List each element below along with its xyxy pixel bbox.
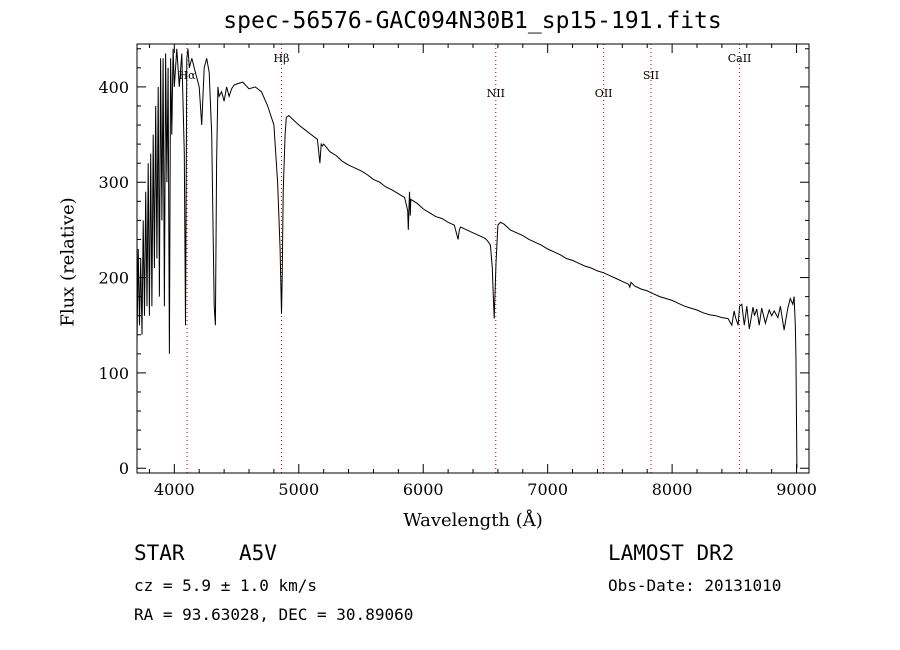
spectrum-line <box>136 48 798 469</box>
axis-ticks: 4000 5000 6000 7000 8000 9000 0 100 200 300 400 <box>98 44 817 499</box>
x-tick-label: 7000 <box>527 480 568 499</box>
x-tick-label: 4000 <box>154 480 195 499</box>
y-tick-label: 300 <box>98 173 129 192</box>
y-tick-label: 200 <box>98 269 129 288</box>
object-subclass: A5V <box>239 541 277 565</box>
line-marker-label: CaII <box>728 52 752 65</box>
line-marker-label: Hα <box>179 69 197 82</box>
line-marker-label: OII <box>595 87 613 100</box>
line-markers: Hα Hβ NII OII SII CaII <box>179 44 752 473</box>
line-marker-label: SII <box>643 69 659 82</box>
x-tick-label: 6000 <box>403 480 444 499</box>
redshift-cz: cz = 5.9 ± 1.0 km/s <box>134 576 318 595</box>
chart-title: spec-56576-GAC094N30B1_sp15-191.fits <box>223 8 722 34</box>
y-axis-label: Flux (relative) <box>57 197 79 327</box>
x-tick-label: 9000 <box>776 480 817 499</box>
line-marker-label: Hβ <box>274 52 290 65</box>
observation-date: Obs-Date: 20131010 <box>608 576 782 595</box>
x-tick-label: 8000 <box>652 480 693 499</box>
line-marker-label: NII <box>487 87 505 100</box>
ra-dec-coordinates: RA = 93.63028, DEC = 30.89060 <box>134 605 414 624</box>
survey-name: LAMOST DR2 <box>608 541 735 565</box>
y-tick-label: 100 <box>98 364 129 383</box>
plot-frame <box>136 43 810 474</box>
y-tick-label: 0 <box>119 459 129 478</box>
object-class: STAR <box>134 541 185 565</box>
x-axis-label: Wavelength (Å) <box>403 510 543 531</box>
y-tick-label: 400 <box>98 78 129 97</box>
x-tick-label: 5000 <box>278 480 319 499</box>
